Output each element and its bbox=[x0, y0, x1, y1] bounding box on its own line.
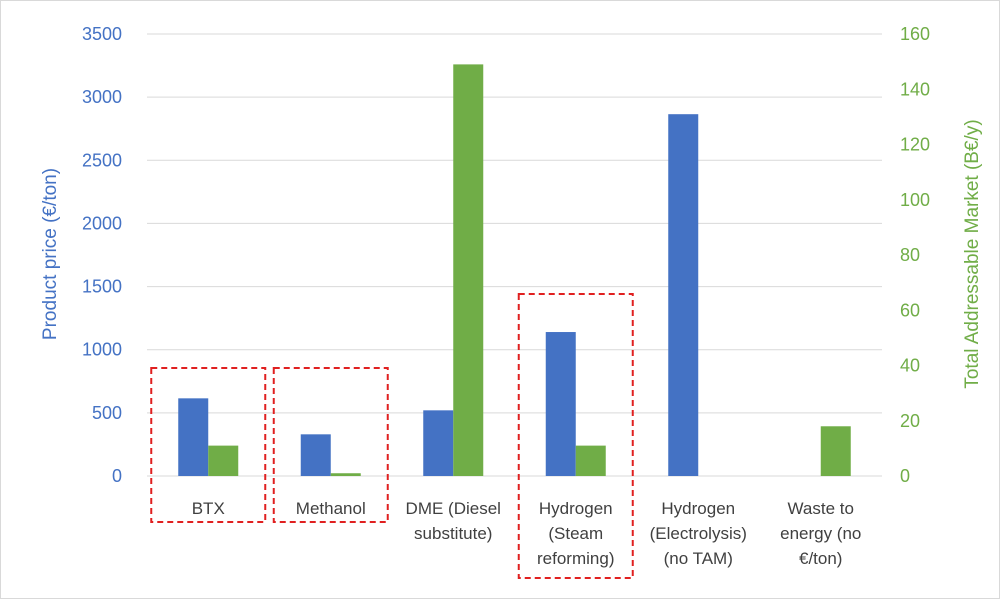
left-tick-label: 2500 bbox=[82, 150, 122, 170]
left-tick-label: 1500 bbox=[82, 277, 122, 297]
bar-price bbox=[300, 434, 331, 476]
bar-tam bbox=[208, 445, 239, 476]
left-axis-ticks: 0 500 1000 1500 2000 2500 3000 3500 bbox=[82, 24, 122, 486]
right-tick-label: 80 bbox=[900, 245, 920, 265]
right-tick-label: 40 bbox=[900, 356, 920, 376]
bar-tam bbox=[820, 426, 851, 476]
left-tick-label: 0 bbox=[112, 466, 122, 486]
right-axis-ticks: 0 20 40 60 80 100 120 140 160 bbox=[900, 24, 930, 486]
category-label: (Electrolysis) bbox=[650, 524, 747, 543]
right-tick-label: 60 bbox=[900, 300, 920, 320]
category-label: (Steam bbox=[548, 524, 603, 543]
left-tick-label: 3500 bbox=[82, 24, 122, 44]
left-tick-label: 500 bbox=[92, 403, 122, 423]
category-label: Hydrogen bbox=[539, 499, 613, 518]
right-tick-label: 20 bbox=[900, 411, 920, 431]
category-label: BTX bbox=[192, 499, 225, 518]
highlight-box bbox=[517, 293, 634, 579]
right-tick-label: 0 bbox=[900, 466, 910, 486]
highlight-box bbox=[150, 367, 267, 523]
category-label: Hydrogen bbox=[661, 499, 735, 518]
right-tick-label: 100 bbox=[900, 190, 930, 210]
right-tick-label: 140 bbox=[900, 79, 930, 99]
gridlines bbox=[147, 33, 882, 477]
category-label: energy (no bbox=[780, 524, 861, 543]
left-tick-label: 1000 bbox=[82, 340, 122, 360]
category-label: (no TAM) bbox=[664, 549, 733, 568]
category-label: reforming) bbox=[537, 549, 614, 568]
bars bbox=[178, 64, 851, 476]
right-tick-label: 120 bbox=[900, 135, 930, 155]
left-axis-title: Product price (€/ton) bbox=[40, 168, 61, 340]
bar-tam bbox=[330, 473, 361, 476]
bar-price bbox=[423, 410, 454, 476]
category-label: €/ton) bbox=[799, 549, 842, 568]
category-label: Methanol bbox=[296, 499, 366, 518]
category-label: Waste to bbox=[788, 499, 854, 518]
bar-tam bbox=[575, 445, 606, 476]
left-tick-label: 3000 bbox=[82, 87, 122, 107]
highlight-boxes bbox=[150, 293, 634, 579]
bar-price bbox=[178, 398, 209, 476]
bar-price bbox=[668, 114, 699, 476]
category-labels: BTX Methanol DME (Diesel substitute) Hydroge… bbox=[192, 499, 862, 568]
right-axis-title: Total Addressable Market (B€/y) bbox=[962, 119, 983, 388]
category-label: substitute) bbox=[414, 524, 492, 543]
bar-tam bbox=[453, 64, 484, 476]
bar-price bbox=[545, 332, 576, 476]
category-label: DME (Diesel bbox=[406, 499, 501, 518]
right-tick-label: 160 bbox=[900, 24, 930, 44]
left-tick-label: 2000 bbox=[82, 213, 122, 233]
highlight-box bbox=[272, 367, 389, 523]
